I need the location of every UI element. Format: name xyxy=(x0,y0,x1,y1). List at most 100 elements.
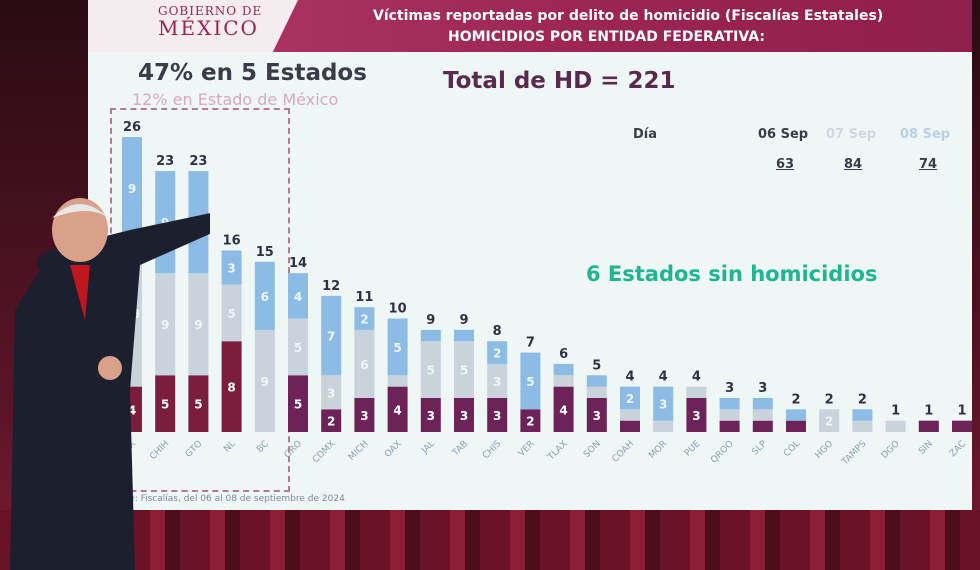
bar-total-label: 3 xyxy=(725,381,734,396)
bar-segment xyxy=(719,397,740,410)
bar-segment xyxy=(819,409,840,432)
segment-label: 4 xyxy=(559,403,567,417)
total-headline: Total de HD = 221 xyxy=(443,68,676,94)
bar-segment xyxy=(952,420,972,432)
bar-segment xyxy=(553,363,574,376)
segment-label: 5 xyxy=(294,341,302,355)
category-label: OAX xyxy=(383,439,404,460)
bar-segment xyxy=(885,420,906,432)
bar-total-label: 2 xyxy=(825,392,834,407)
header-banner: GOBIERNO DE MÉXICO Víctimas reportadas p… xyxy=(88,0,972,52)
legend-total-3: 74 xyxy=(919,157,938,172)
bar-total-label: 1 xyxy=(924,404,933,419)
bar-total-label: 23 xyxy=(189,154,207,169)
segment-label: 6 xyxy=(261,290,269,304)
bar-total-label: 26 xyxy=(123,120,141,135)
bar-segment xyxy=(719,409,740,421)
bar-total-label: 4 xyxy=(659,370,668,385)
segment-label: 3 xyxy=(227,261,235,275)
bar-total-label: 4 xyxy=(625,370,634,385)
segment-label: 9 xyxy=(161,318,169,332)
logo-line1: GOBIERNO DE xyxy=(158,4,263,18)
category-label: MOR xyxy=(647,439,669,461)
bar-segment xyxy=(254,329,275,432)
segment-label: 7 xyxy=(327,330,335,344)
category-label: CHIS xyxy=(481,439,503,461)
bar-segment xyxy=(852,420,873,432)
category-label: VER xyxy=(517,439,537,459)
bar-segment xyxy=(653,386,674,421)
segment-label: 3 xyxy=(493,375,501,389)
bar-segment xyxy=(487,397,508,432)
category-label: HGO xyxy=(814,439,836,461)
segment-label: 4 xyxy=(128,403,136,417)
segment-label: 9 xyxy=(128,182,136,196)
bar-segment xyxy=(586,386,607,398)
share-headline: 47% en 5 Estados xyxy=(138,60,367,86)
segment-label: 3 xyxy=(460,409,468,423)
segment-label: 5 xyxy=(427,364,435,378)
segment-label: 3 xyxy=(659,398,667,412)
category-label: BC xyxy=(255,439,271,455)
bar-segment xyxy=(553,386,574,432)
bar-segment xyxy=(918,420,939,432)
segment-label: 3 xyxy=(593,409,601,423)
stacked-bar-chart: 413926EDOMEX59923CHIH59923GTO85316NL9615… xyxy=(103,120,972,474)
segment-label: 9 xyxy=(194,318,202,332)
bar-segment xyxy=(321,295,342,376)
bar-segment xyxy=(454,329,474,342)
bar-total-label: 16 xyxy=(223,233,241,248)
bar-segment xyxy=(288,318,308,376)
government-logo: GOBIERNO DE MÉXICO xyxy=(88,0,298,52)
bar-segment xyxy=(620,409,640,421)
bar-segment xyxy=(188,273,209,376)
bar-segment xyxy=(454,341,474,398)
bar-segment xyxy=(221,341,242,432)
bar-segment xyxy=(752,397,773,410)
bar-total-label: 5 xyxy=(592,358,601,373)
category-label: SIN xyxy=(917,439,935,457)
category-label: PUE xyxy=(683,439,703,459)
segment-label: 2 xyxy=(825,415,833,429)
bar-segment xyxy=(321,375,342,410)
bar-segment xyxy=(420,341,441,398)
bar-segment xyxy=(221,250,242,285)
segment-label: 3 xyxy=(692,409,700,423)
segment-label: 5 xyxy=(526,375,534,389)
bar-segment xyxy=(155,273,176,376)
bar-segment xyxy=(786,420,806,432)
bar-segment xyxy=(520,352,541,410)
segment-label: 2 xyxy=(493,347,501,361)
segment-label: 8 xyxy=(227,381,235,395)
legend-day-1: 06 Sep xyxy=(758,127,809,142)
bar-segment xyxy=(620,420,640,432)
bar-total-label: 15 xyxy=(256,245,274,260)
segment-label: 3 xyxy=(493,409,501,423)
no-homicides-note: 6 Estados sin homicidios xyxy=(586,262,878,286)
bar-total-label: 12 xyxy=(322,279,340,294)
category-label: JAL xyxy=(419,439,436,456)
legend-day-2: 07 Sep xyxy=(826,127,877,142)
segment-label: 2 xyxy=(360,313,368,327)
bar-segment xyxy=(586,375,607,387)
share-subheadline: 12% en Estado de México xyxy=(132,90,339,109)
segment-label: 5 xyxy=(294,398,302,412)
chart-title: Víctimas reportadas por delito de homici… xyxy=(373,8,884,24)
category-label: TAMPS xyxy=(840,439,869,468)
legend-total-1: 63 xyxy=(776,157,795,172)
bar-segment xyxy=(752,420,773,432)
segment-label: 2 xyxy=(626,392,634,406)
bar-segment xyxy=(254,261,275,330)
source-note: Fuente: Fiscalías, del 06 al 08 de septi… xyxy=(104,494,345,504)
legend-total-2: 84 xyxy=(844,157,863,172)
bar-total-label: 23 xyxy=(156,154,174,169)
category-label: DGO xyxy=(880,439,902,461)
segment-label: 5 xyxy=(460,364,468,378)
bar-total-label: 9 xyxy=(426,313,435,328)
bar-segment xyxy=(288,273,308,319)
chart-subtitle: HOMICIDIOS POR ENTIDAD FEDERATIVA: xyxy=(448,29,765,45)
bar-segment xyxy=(288,375,308,432)
category-label: COAH xyxy=(611,439,637,465)
bar-segment xyxy=(487,363,508,398)
segment-label: 2 xyxy=(526,415,534,429)
